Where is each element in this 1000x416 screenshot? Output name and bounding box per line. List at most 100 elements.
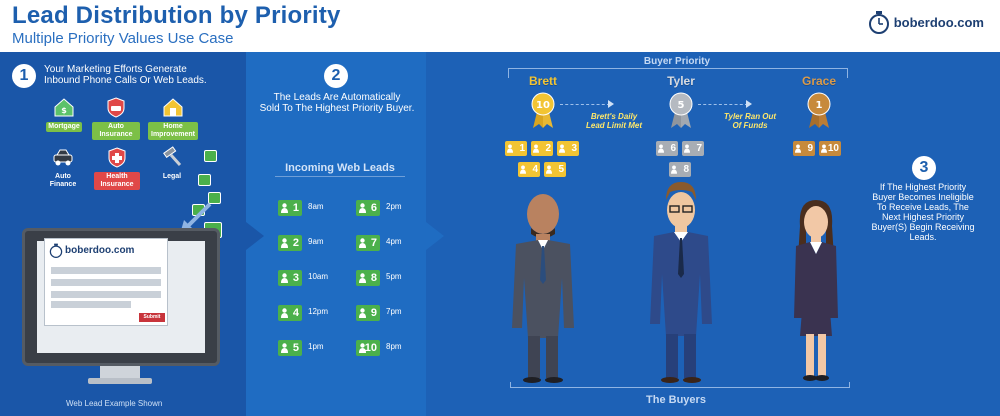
medal-priority-value: 1 [816,100,823,111]
lead-badge: 1 [278,200,302,216]
step-2-number: 2 [324,64,348,88]
lead-number: 6 [370,202,377,214]
lead-badge: 9 [356,305,380,321]
lead-number: 2 [545,143,551,154]
home-improvement-icon: Home Improvement [148,96,198,140]
lead-number: 8 [683,164,689,175]
lead-time: 8pm [386,342,402,351]
header: Lead Distribution by Priority Multiple P… [0,0,1000,52]
assigned-lead-chip: 10 [819,141,841,156]
form-field[interactable] [51,291,161,298]
lead-number: 7 [370,237,377,249]
lead-badge: 3 [278,270,302,286]
step-1-text: Your Marketing Efforts Generate Inbound … [44,64,207,86]
auto-insurance-icon: Auto Insurance [92,96,140,140]
lead-time: 5pm [386,272,402,281]
lead-number: 5 [292,342,299,354]
assigned-lead-chip: 9 [793,141,815,156]
monitor-stand [100,366,140,380]
medal-priority-value: 10 [536,100,550,111]
divider [275,176,405,177]
lead-number: 3 [571,143,577,154]
lead-number: 1 [292,202,299,214]
lead-number: 8 [370,272,377,284]
lead-badge: 10 [356,340,380,356]
form-field[interactable] [51,267,161,274]
lead-number: 6 [670,143,676,154]
bronze-medal-icon: 1 [807,92,831,128]
auto-finance-icon: Auto Finance [40,146,86,190]
lead-time: 8am [308,202,324,211]
rule-text-2: Tyler Ran Out Of Funds [723,112,777,130]
step-3-number: 3 [912,156,936,180]
assigned-lead-chip: 3 [557,141,579,156]
flow-line [560,104,610,105]
page-subtitle: Multiple Priority Values Use Case [12,30,234,47]
stopwatch-logo-icon [868,11,889,34]
form-logo: boberdoo.com [49,243,134,258]
legal-gavel-icon: Legal [152,146,192,182]
assigned-lead-chip: 6 [656,141,678,156]
lead-number: 5 [558,164,564,175]
lead-type-label: Auto Insurance [92,122,140,140]
lead-time: 10am [308,272,329,281]
lead-number: 9 [807,143,813,154]
lead-type-label: Home Improvement [148,122,198,140]
bracket-line [510,382,850,388]
lead-type-label: Health Insurance [94,172,140,190]
assigned-lead-chip: 2 [531,141,553,156]
buyer-name-brett: Brett [528,74,557,88]
lead-number: 4 [532,164,538,175]
lead-time: 9am [308,237,324,246]
buyers-title: The Buyers [646,394,706,406]
assigned-lead-chip: 5 [544,162,566,177]
lead-time: 7pm [386,307,402,316]
stopwatch-logo-icon [49,243,63,258]
mortgage-icon: $ Mortgage [36,96,92,132]
step-3-text: If The Highest Priority Buyer Becomes In… [871,182,975,242]
assigned-lead-chip: 4 [518,162,540,177]
lead-number: 3 [292,272,299,284]
brand-logo[interactable]: boberdoo.com [868,10,984,34]
lead-chip-icon [204,150,217,162]
bracket-line [508,68,848,78]
lead-number: 1 [519,143,525,154]
svg-text:$: $ [61,106,67,115]
buyer-figure-brett [512,194,574,383]
assigned-lead-chip: 8 [669,162,691,177]
form-field[interactable] [51,301,131,308]
flow-line [698,104,748,105]
lead-badge: 8 [356,270,380,286]
rule-text-1: Brett's Daily Lead Limit Met [585,112,642,130]
lead-number: 10 [364,342,377,354]
lead-number: 10 [827,143,839,154]
panel-arrow-icon [246,222,264,250]
lead-badge: 6 [356,200,380,216]
submit-button[interactable]: Submit [139,313,165,322]
form-field[interactable] [51,279,161,286]
gold-medal-icon: 10 [531,92,555,128]
lead-badge: 4 [278,305,302,321]
lead-time: 12pm [308,307,329,316]
logo-text: boberdoo.com [893,14,984,30]
lead-number: 4 [292,307,299,319]
lead-badge: 2 [278,235,302,251]
flow-arrow-icon [746,100,752,108]
lead-form[interactable]: boberdoo.com Submit [44,238,168,326]
caption: Web Lead Example Shown [66,399,163,408]
lead-chip-icon [198,174,211,186]
panel-arrow-icon [426,222,444,250]
buyer-name-tyler: Tyler [667,74,695,88]
lead-chip-icon [208,192,221,204]
lead-number: 7 [696,143,702,154]
lead-badge: 5 [278,340,302,356]
monitor-base [88,378,152,384]
silver-medal-icon: 5 [669,92,693,128]
incoming-leads-title: Incoming Web Leads [285,162,395,174]
lead-time: 1pm [308,342,324,351]
lead-type-label: Auto Finance [49,173,77,188]
lead-time: 4pm [386,237,402,246]
lead-number: 2 [292,237,299,249]
flow-arrow-icon [608,100,614,108]
lead-time: 2pm [386,202,402,211]
